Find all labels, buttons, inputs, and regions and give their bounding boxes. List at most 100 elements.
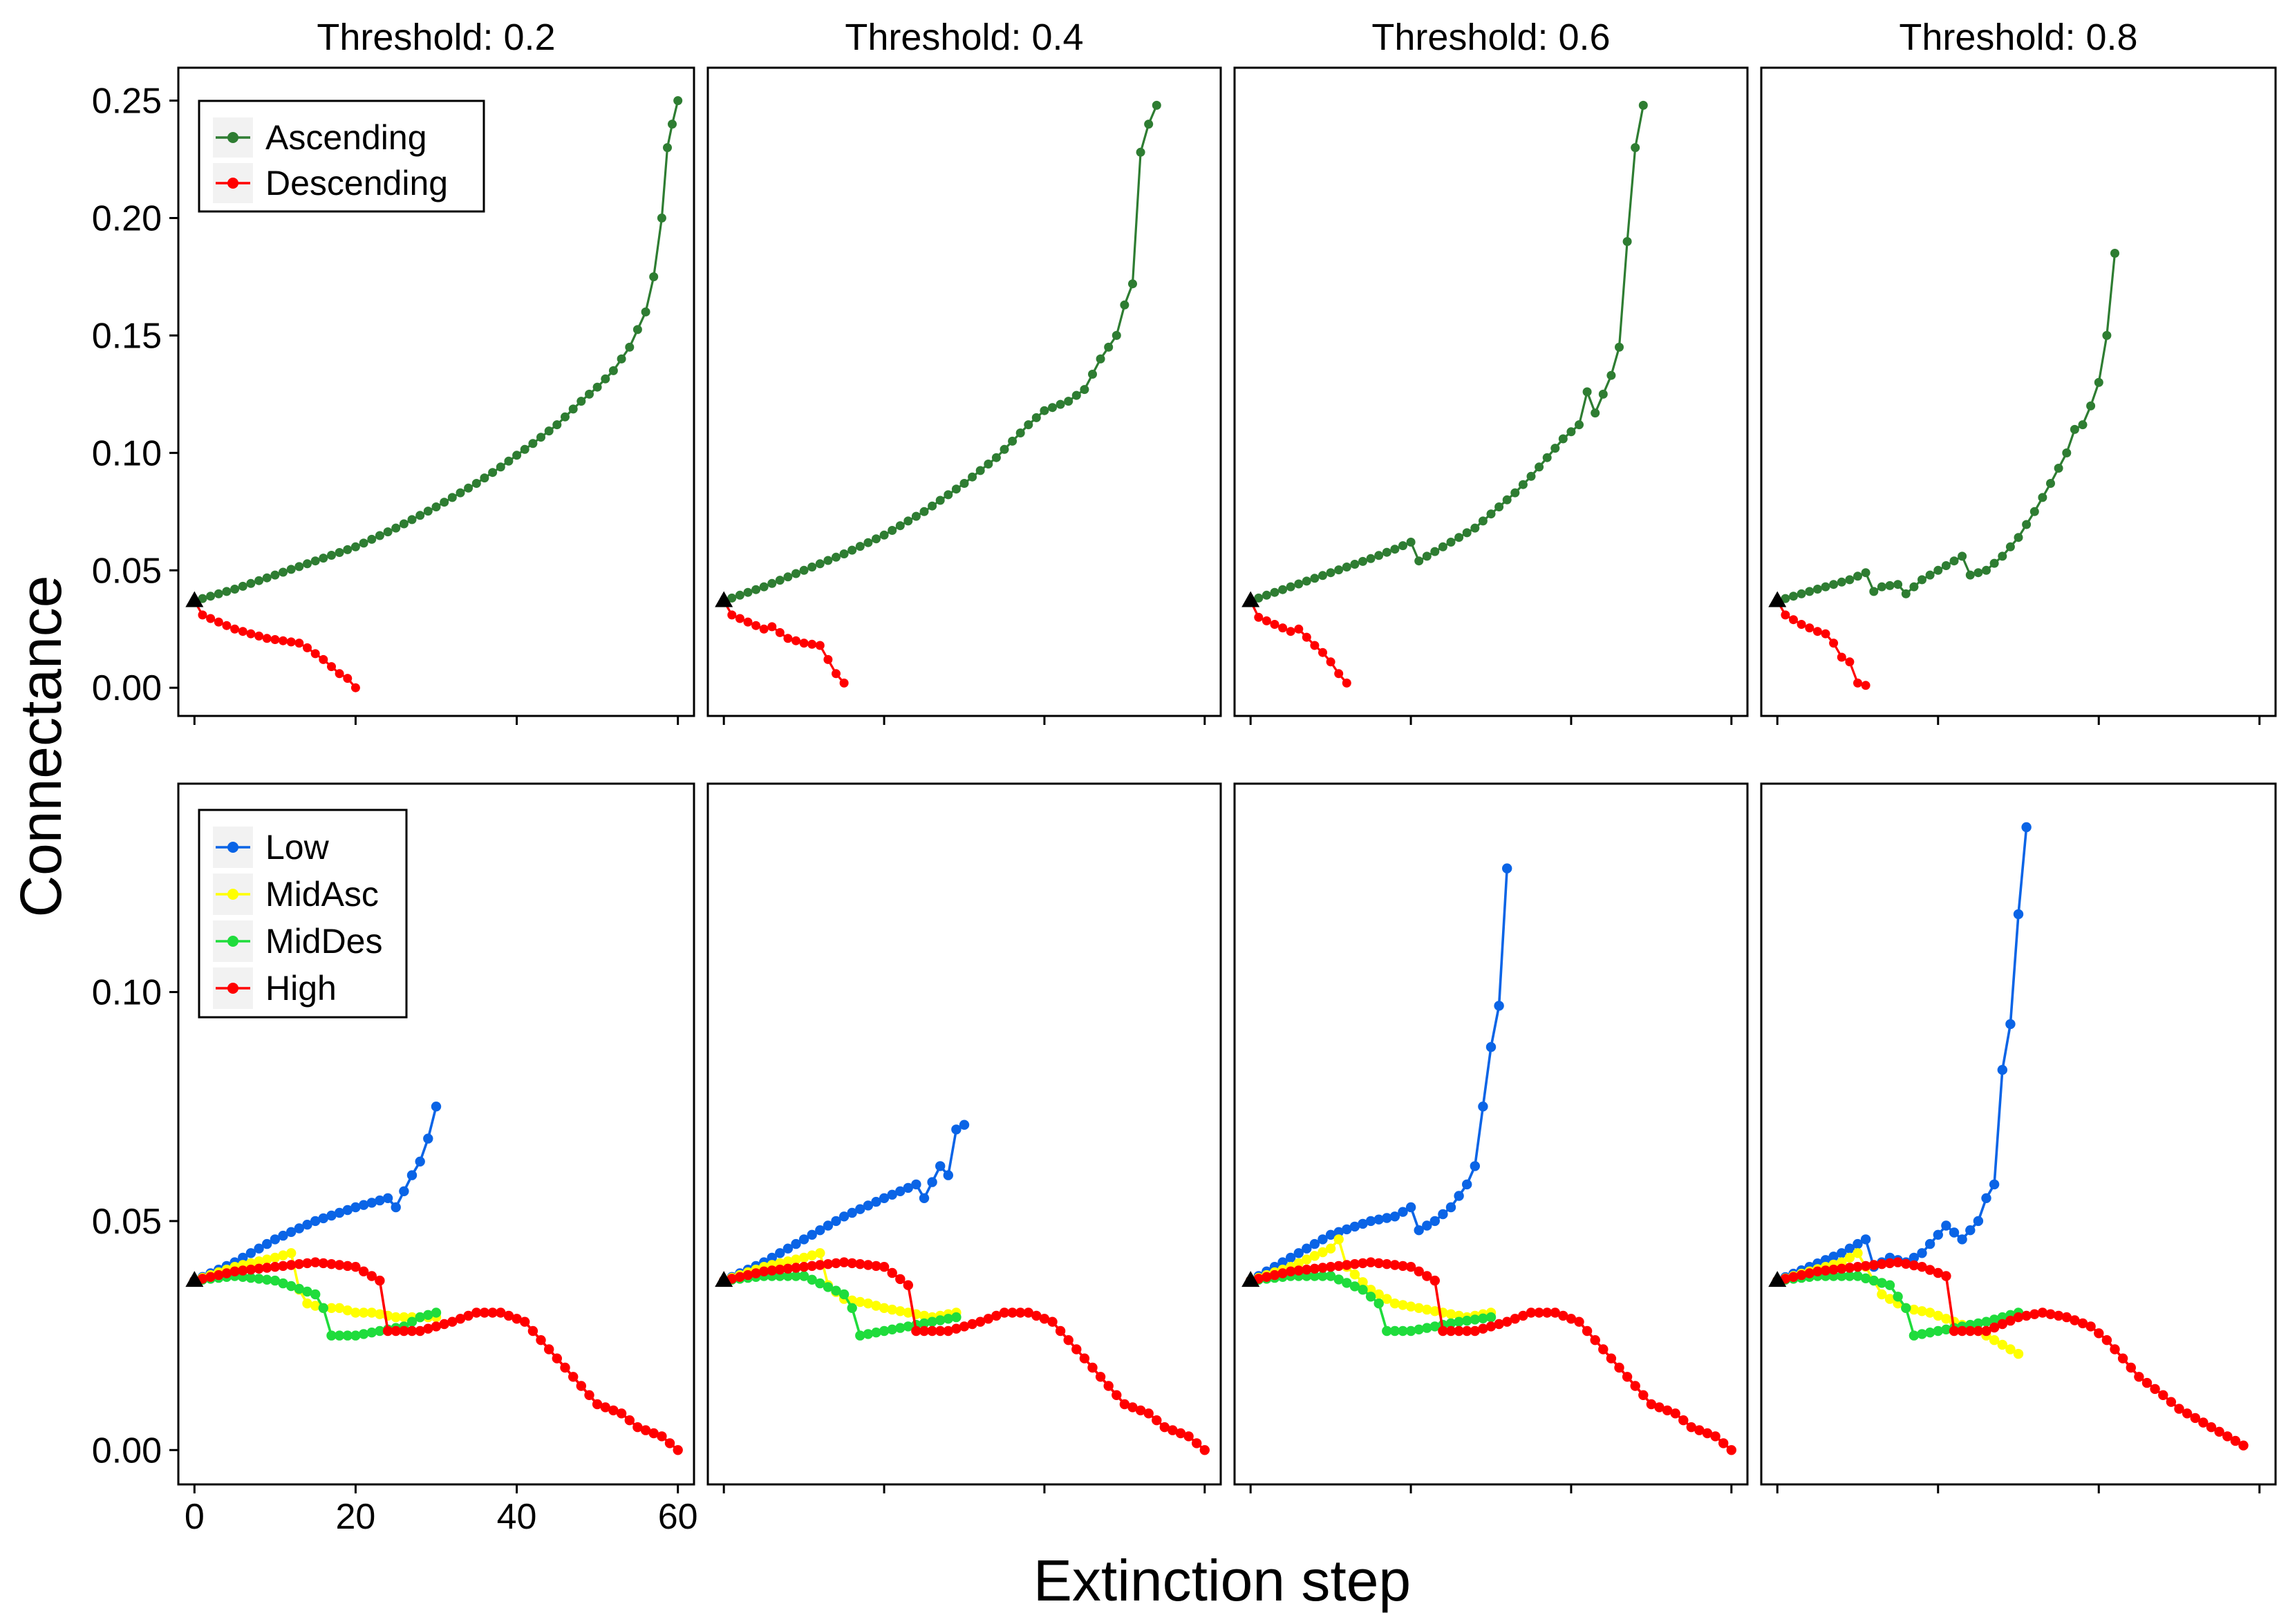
data-point-high <box>375 1275 385 1286</box>
data-point-low <box>807 1229 817 1240</box>
data-point-low <box>1389 1211 1400 1222</box>
data-point-high <box>2190 1413 2200 1424</box>
data-point-middes <box>1445 1318 1456 1329</box>
series-line-ascending <box>1250 105 1644 603</box>
legend-key-point <box>227 983 238 994</box>
data-point-middes <box>815 1278 825 1289</box>
bottom-panel-4 <box>1760 782 2277 1486</box>
data-point-low <box>1325 1229 1336 1240</box>
data-point-low <box>767 1252 778 1263</box>
data-point-ascending <box>407 515 417 525</box>
data-point-descending <box>343 674 353 683</box>
data-point-high <box>2158 1390 2168 1401</box>
data-point-midasc <box>1318 1247 1328 1258</box>
data-point-ascending <box>928 501 937 511</box>
panels: Ascending Descending Low MidAsc MidDes High <box>177 66 2277 1486</box>
data-point-low <box>423 1133 433 1144</box>
data-point-ascending <box>1040 406 1049 415</box>
data-point-high <box>1445 1325 1456 1337</box>
data-point-high <box>2117 1353 2128 1363</box>
data-point-ascending <box>440 498 449 507</box>
data-point-midasc <box>798 1252 809 1263</box>
data-point-high <box>823 1259 834 1269</box>
data-point-midasc <box>887 1304 897 1315</box>
data-point-high <box>1485 1321 1497 1332</box>
data-point-ascending <box>1982 565 1991 575</box>
data-point-ascending <box>944 490 953 500</box>
data-point-ascending <box>1414 556 1424 566</box>
data-point-high <box>471 1307 482 1318</box>
data-point-ascending <box>303 559 312 569</box>
data-point-midasc <box>366 1307 377 1318</box>
data-point-high <box>895 1274 906 1285</box>
data-point-midasc <box>326 1303 337 1314</box>
data-point-high <box>847 1258 857 1269</box>
data-point-high <box>1820 1265 1831 1276</box>
data-point-descending <box>1781 610 1790 620</box>
data-point-low <box>1342 1224 1352 1235</box>
data-point-high <box>782 1263 794 1274</box>
data-point-high <box>815 1260 825 1270</box>
data-point-high <box>616 1408 627 1419</box>
data-point-high <box>2094 1328 2104 1339</box>
data-point-low <box>798 1234 809 1245</box>
data-point-ascending <box>1542 453 1552 462</box>
data-point-middes <box>326 1330 337 1341</box>
data-point-descending <box>238 627 247 636</box>
data-point-middes <box>951 1312 962 1323</box>
y-tick-label: 0.05 <box>92 1202 162 1242</box>
data-point-midasc <box>1924 1307 1935 1318</box>
data-point-ascending <box>1136 147 1145 157</box>
data-point-ascending <box>1071 390 1081 400</box>
data-point-midasc <box>782 1256 794 1267</box>
data-point-high <box>350 1262 361 1272</box>
x-tick-label: 0 <box>185 1497 205 1537</box>
data-point-high <box>1135 1405 1146 1416</box>
data-point-high <box>759 1266 769 1277</box>
data-point-high <box>358 1266 369 1277</box>
data-point-descending <box>1310 641 1320 650</box>
data-point-ascending <box>2046 479 2055 488</box>
data-point-high <box>1309 1263 1320 1274</box>
data-point-ascending <box>1812 585 1822 594</box>
data-point-ascending <box>1550 444 1560 453</box>
data-point-ascending <box>1478 516 1488 526</box>
data-point-ascending <box>863 538 873 547</box>
data-point-high <box>751 1268 761 1278</box>
data-point-high <box>1893 1257 1903 1267</box>
data-point-high <box>1510 1314 1520 1324</box>
data-point-middes <box>1398 1325 1408 1337</box>
data-point-descending <box>1278 623 1288 633</box>
data-point-high <box>1454 1325 1464 1337</box>
data-point-midasc <box>1358 1277 1368 1287</box>
data-point-midasc <box>1389 1299 1400 1309</box>
data-point-midasc <box>2005 1344 2016 1354</box>
data-point-low <box>310 1216 321 1227</box>
data-point-ascending <box>1925 570 1935 580</box>
data-point-high <box>775 1265 785 1275</box>
data-point-high <box>1606 1353 1617 1363</box>
data-point-high <box>1718 1438 1729 1448</box>
data-point-low <box>1398 1207 1408 1217</box>
data-point-ascending <box>1885 580 1895 590</box>
data-point-ascending <box>1510 488 1520 498</box>
data-point-ascending <box>1622 237 1632 246</box>
data-point-high <box>1023 1307 1034 1318</box>
data-point-ascending <box>888 526 897 535</box>
x-axis-title: Extinction step <box>1033 1548 1411 1613</box>
data-point-high <box>214 1269 224 1281</box>
data-point-low <box>1860 1234 1871 1245</box>
data-point-high <box>1382 1259 1392 1269</box>
data-point-ascending <box>775 576 785 585</box>
data-point-ascending <box>832 552 841 562</box>
data-point-high <box>911 1325 921 1337</box>
data-point-middes <box>1877 1278 1887 1288</box>
data-point-low <box>831 1216 841 1227</box>
data-point-low <box>1286 1252 1296 1263</box>
data-point-high <box>1325 1262 1336 1272</box>
data-point-midasc <box>391 1312 401 1323</box>
data-point-middes <box>1470 1314 1480 1325</box>
data-point-high <box>2013 1312 2024 1323</box>
data-point-midasc <box>863 1299 874 1309</box>
data-point-low <box>431 1102 442 1112</box>
